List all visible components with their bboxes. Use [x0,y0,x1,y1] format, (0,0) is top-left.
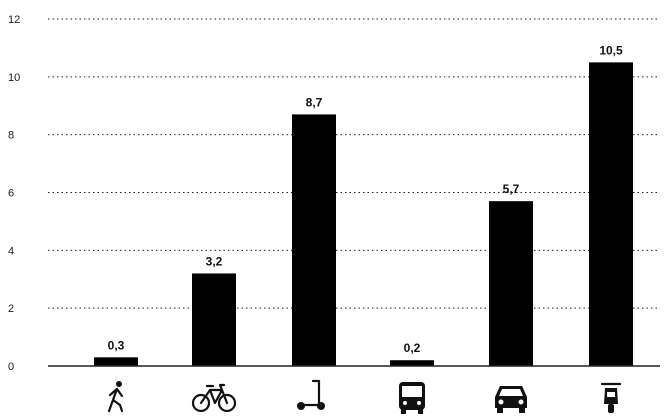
bar-walk [94,357,138,366]
bar-moped [589,62,633,366]
grid-lines [48,18,660,309]
bar-value-labels: 0,3 3,2 8,7 0,2 5,7 10,5 [108,43,623,355]
walk-icon [107,381,124,413]
y-tick-label: 0 [8,361,14,373]
data-label: 10,5 [599,43,623,57]
data-label: 0,2 [404,341,421,355]
car-icon [495,386,527,413]
moped-icon [600,382,622,413]
bar-scooter [292,114,336,366]
data-label: 0,3 [108,338,125,352]
bus-icon [399,382,425,414]
y-axis-tick-labels: 0 2 4 6 8 10 12 [8,14,20,373]
bicycle-icon [191,383,237,413]
bar-bus [390,360,434,366]
data-label: 5,7 [503,182,520,196]
y-tick-label: 12 [8,14,20,26]
bar-bicycle [192,273,236,366]
y-tick-label: 10 [8,72,20,84]
x-axis-category-icons [107,379,622,414]
bars [94,62,633,366]
scooter-icon [297,379,325,410]
data-label: 8,7 [306,95,323,109]
y-tick-label: 2 [8,303,14,315]
y-tick-label: 6 [8,188,14,200]
y-tick-label: 8 [8,130,14,142]
bar-car [489,201,533,366]
data-label: 3,2 [206,254,223,268]
y-tick-label: 4 [8,245,14,257]
